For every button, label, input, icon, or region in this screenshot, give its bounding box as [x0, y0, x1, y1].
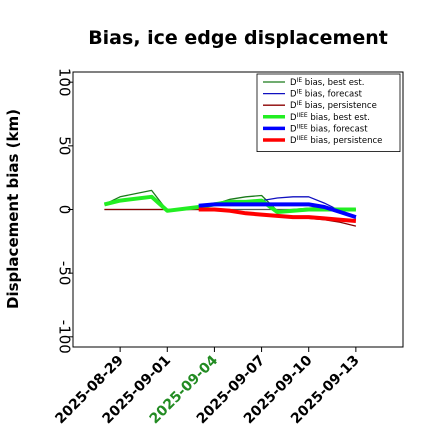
y-tick-label: 100	[56, 68, 74, 97]
series-line-4	[198, 202, 357, 220]
plot-area: 100500-50-1002025-08-292025-09-012025-09…	[52, 68, 404, 427]
legend-entry: DIIEE bias, forecast	[290, 123, 368, 134]
y-tick-label: 50	[56, 136, 74, 155]
legend-entry: DIIEE bias, best est.	[290, 112, 370, 123]
y-tick-label: 0	[56, 205, 74, 215]
y-tick-label: -100	[56, 320, 74, 354]
legend-entry: DIE bias, best est.	[290, 77, 364, 88]
series-line-5	[198, 207, 357, 223]
y-axis-label: Displacement bias (km)	[4, 109, 22, 309]
series-line-3	[103, 194, 356, 214]
legend-entry: DIIEE bias, persistence	[290, 135, 382, 146]
y-tick-label: -50	[56, 261, 74, 286]
legend: DIE bias, best est.DIE bias, forecastDIE…	[256, 73, 401, 152]
chart-title: Bias, ice edge displacement	[88, 27, 388, 49]
legend-entry: DIE bias, forecast	[290, 89, 363, 100]
legend-entry: DIE bias, persistence	[290, 100, 377, 111]
